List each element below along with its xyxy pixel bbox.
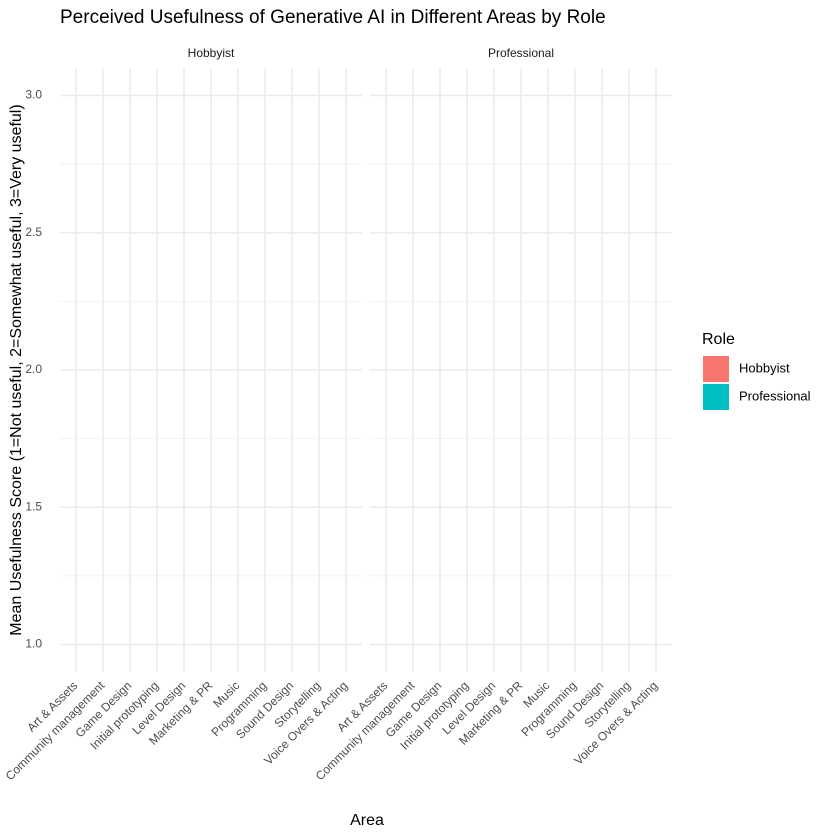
legend-key [703, 356, 729, 382]
chart-title: Perceived Usefulness of Generative AI in… [60, 7, 606, 28]
legend-label: Professional [739, 388, 811, 403]
y-tick-label: 2.0 [25, 362, 42, 376]
legend-title: Role [702, 331, 735, 348]
y-tick-label: 1.0 [25, 637, 42, 651]
x-axis-title: Area [350, 812, 384, 829]
y-tick-label: 2.5 [25, 225, 42, 239]
legend-key [703, 384, 729, 410]
legend-label: Hobbyist [739, 360, 790, 375]
facet-label: Hobbyist [188, 46, 235, 60]
facet-label: Professional [488, 46, 554, 60]
y-tick-label: 3.0 [25, 88, 42, 102]
y-tick-label: 1.5 [25, 499, 42, 513]
y-axis-title: Mean Usefulness Score (1=Not useful, 2=S… [8, 104, 25, 635]
